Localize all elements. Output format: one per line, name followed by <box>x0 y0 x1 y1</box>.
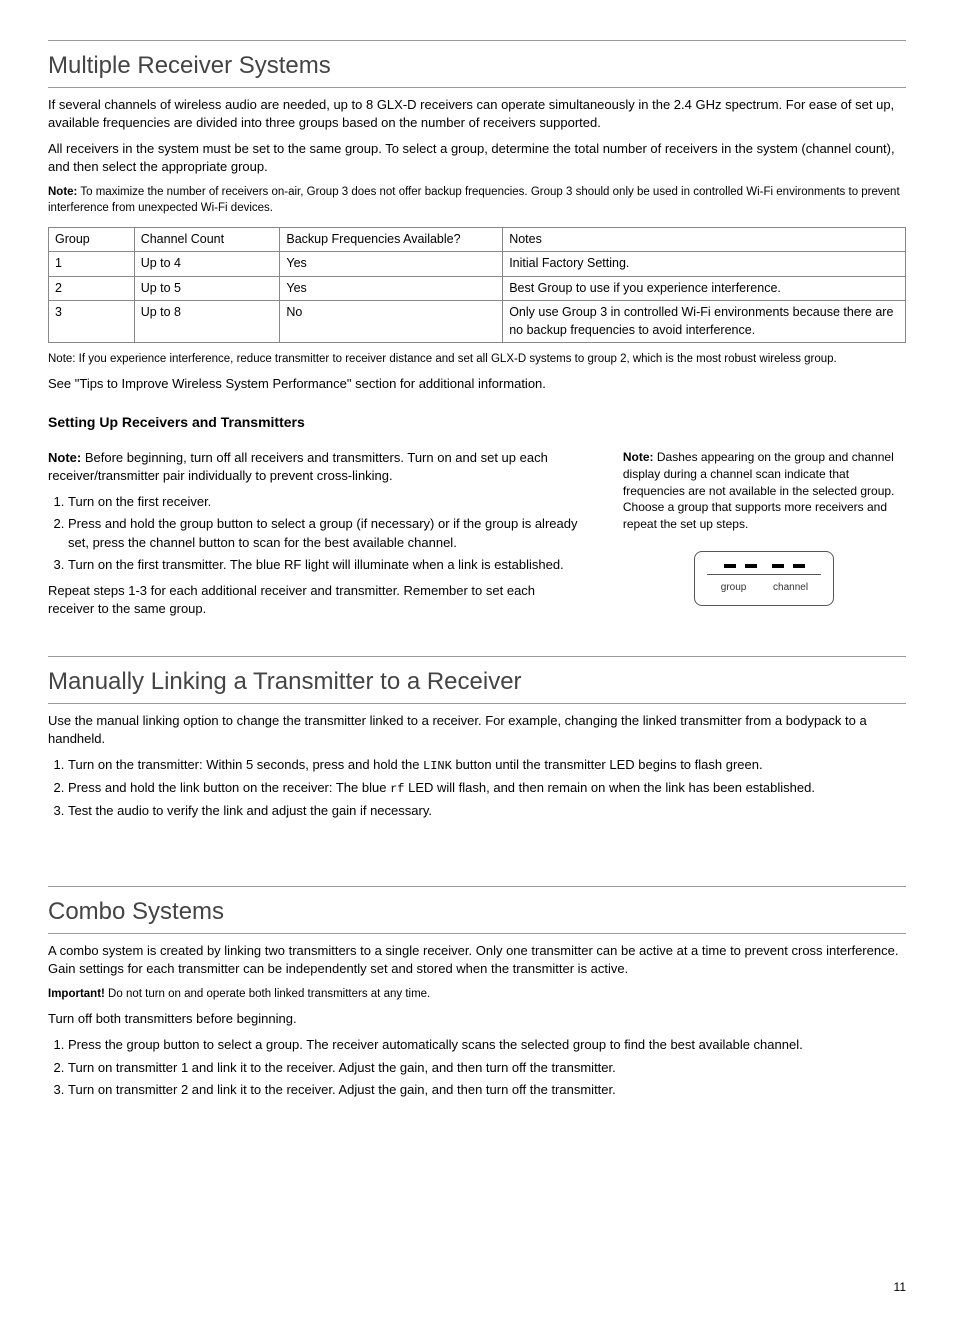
list-item: Turn on transmitter 1 and link it to the… <box>68 1059 906 1077</box>
cell: Best Group to use if you experience inte… <box>503 276 906 301</box>
list-item: Turn on the first transmitter. The blue … <box>68 556 583 574</box>
cell: No <box>280 301 503 343</box>
dash-icon <box>745 564 757 568</box>
dash-row <box>707 564 821 568</box>
section-title-manual-link: Manually Linking a Transmitter to a Rece… <box>48 656 906 704</box>
note-label: Note: <box>48 450 81 465</box>
combo-steps: Press the group button to select a group… <box>48 1036 906 1099</box>
note-label: Note: <box>48 186 77 198</box>
group-table: Group Channel Count Backup Frequencies A… <box>48 227 906 344</box>
important-note: Important! Do not turn on and operate bo… <box>48 986 906 1002</box>
list-item: Turn on the transmitter: Within 5 second… <box>68 756 906 775</box>
page-number: 11 <box>48 1279 906 1296</box>
repeat-text: Repeat steps 1-3 for each additional rec… <box>48 582 583 618</box>
note-text: Before beginning, turn off all receivers… <box>48 450 548 483</box>
manual-link-steps: Turn on the transmitter: Within 5 second… <box>48 756 906 820</box>
list-item: Press and hold the link button on the re… <box>68 779 906 798</box>
cell: Initial Factory Setting. <box>503 252 906 277</box>
note-label: Note: <box>623 450 654 464</box>
after-table-note: Note: If you experience interference, re… <box>48 351 906 367</box>
list-item: Press the group button to select a group… <box>68 1036 906 1054</box>
cell: 1 <box>49 252 135 277</box>
cell: 3 <box>49 301 135 343</box>
note-paragraph: Note: To maximize the number of receiver… <box>48 184 906 216</box>
table-row: 2 Up to 5 Yes Best Group to use if you e… <box>49 276 906 301</box>
right-note: Note: Dashes appearing on the group and … <box>623 449 906 533</box>
important-text: Do not turn on and operate both linked t… <box>105 988 430 1000</box>
cell: 2 <box>49 276 135 301</box>
turn-off-text: Turn off both transmitters before beginn… <box>48 1010 906 1028</box>
cell: Up to 5 <box>134 276 280 301</box>
display-label-channel: channel <box>773 581 808 595</box>
mono-text: LINK <box>423 759 452 773</box>
th-notes: Notes <box>503 227 906 252</box>
table-row: 3 Up to 8 No Only use Group 3 in control… <box>49 301 906 343</box>
paragraph: All receivers in the system must be set … <box>48 140 906 176</box>
cell: Up to 4 <box>134 252 280 277</box>
cell: Only use Group 3 in controlled Wi-Fi env… <box>503 301 906 343</box>
setup-note: Note: Before beginning, turn off all rec… <box>48 449 583 485</box>
th-backup: Backup Frequencies Available? <box>280 227 503 252</box>
paragraph: A combo system is created by linking two… <box>48 942 906 978</box>
th-group: Group <box>49 227 135 252</box>
dash-icon <box>772 564 784 568</box>
paragraph: Use the manual linking option to change … <box>48 712 906 748</box>
cell: Yes <box>280 252 503 277</box>
step-text: button until the transmitter LED begins … <box>452 757 763 772</box>
divider <box>707 574 821 575</box>
paragraph: If several channels of wireless audio ar… <box>48 96 906 132</box>
th-count: Channel Count <box>134 227 280 252</box>
cell: Yes <box>280 276 503 301</box>
note-text: To maximize the number of receivers on-a… <box>48 186 900 214</box>
step-text: LED will flash, and then remain on when … <box>404 780 814 795</box>
section-title-combo: Combo Systems <box>48 886 906 934</box>
step-text: Turn on the transmitter: Within 5 second… <box>68 757 423 772</box>
setup-steps: Turn on the first receiver. Press and ho… <box>48 493 583 574</box>
list-item: Test the audio to verify the link and ad… <box>68 802 906 820</box>
table-header-row: Group Channel Count Backup Frequencies A… <box>49 227 906 252</box>
list-item: Turn on transmitter 2 and link it to the… <box>68 1081 906 1099</box>
list-item: Press and hold the group button to selec… <box>68 515 583 551</box>
display-label-group: group <box>721 581 747 595</box>
section-title-multiple-receivers: Multiple Receiver Systems <box>48 40 906 88</box>
subheading-setup: Setting Up Receivers and Transmitters <box>48 413 906 433</box>
see-tips: See "Tips to Improve Wireless System Per… <box>48 375 906 393</box>
dash-icon <box>793 564 805 568</box>
important-label: Important! <box>48 988 105 1000</box>
note-text: Dashes appearing on the group and channe… <box>623 450 895 531</box>
step-text: Press and hold the link button on the re… <box>68 780 390 795</box>
dash-icon <box>724 564 736 568</box>
list-item: Turn on the first receiver. <box>68 493 583 511</box>
table-row: 1 Up to 4 Yes Initial Factory Setting. <box>49 252 906 277</box>
cell: Up to 8 <box>134 301 280 343</box>
mono-text: rf <box>390 782 404 796</box>
display-box-illustration: group channel <box>694 551 834 606</box>
